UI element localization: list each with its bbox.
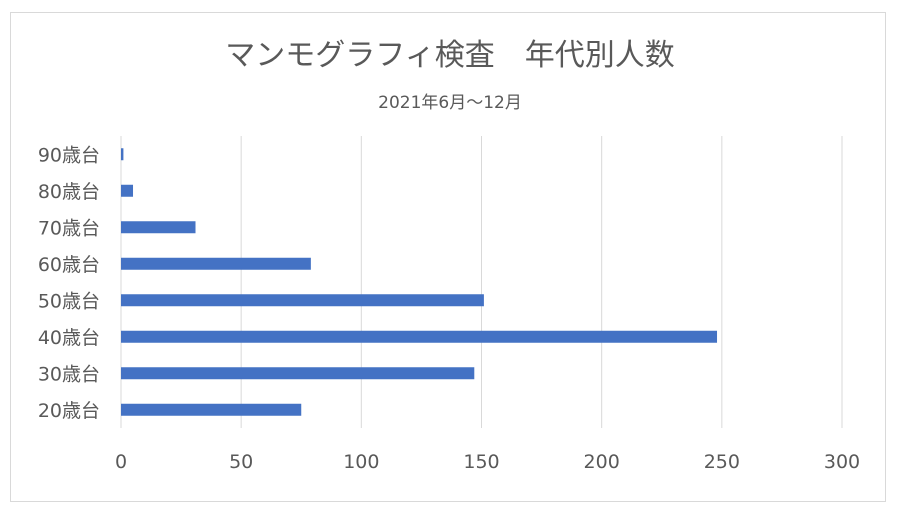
bar xyxy=(121,184,134,197)
x-tick-label: 200 xyxy=(584,451,620,473)
x-tick-label: 300 xyxy=(824,451,860,473)
x-tick-labels: 0 50 100 150 200 250 300 xyxy=(115,451,860,473)
category-label: 80歳台 xyxy=(38,181,100,203)
category-label: 50歳台 xyxy=(38,290,100,312)
bar xyxy=(121,148,124,161)
category-label: 30歳台 xyxy=(38,363,100,385)
bar xyxy=(121,330,718,343)
category-label: 70歳台 xyxy=(38,217,100,239)
x-tick-label: 50 xyxy=(229,451,253,473)
bar xyxy=(121,221,196,234)
chart-title: マンモグラフィ検査 年代別人数 xyxy=(225,38,675,73)
x-tick-label: 100 xyxy=(343,451,379,473)
x-tick-label: 150 xyxy=(463,451,499,473)
category-label: 20歳台 xyxy=(38,400,100,422)
category-label: 40歳台 xyxy=(38,327,100,349)
bar xyxy=(121,367,475,380)
bar xyxy=(121,257,311,270)
grid-lines xyxy=(120,136,843,428)
category-label: 60歳台 xyxy=(38,254,100,276)
category-labels: 20歳台 30歳台 40歳台 50歳台 60歳台 70歳台 80歳台 90歳台 xyxy=(38,144,100,422)
x-tick-label: 0 xyxy=(115,451,127,473)
bar xyxy=(121,294,484,307)
x-tick-label: 250 xyxy=(704,451,740,473)
bar xyxy=(121,403,302,416)
category-label: 90歳台 xyxy=(38,144,100,166)
chart-subtitle: 2021年6月～12月 xyxy=(378,93,522,113)
bars xyxy=(121,148,718,416)
chart-frame xyxy=(10,12,886,502)
